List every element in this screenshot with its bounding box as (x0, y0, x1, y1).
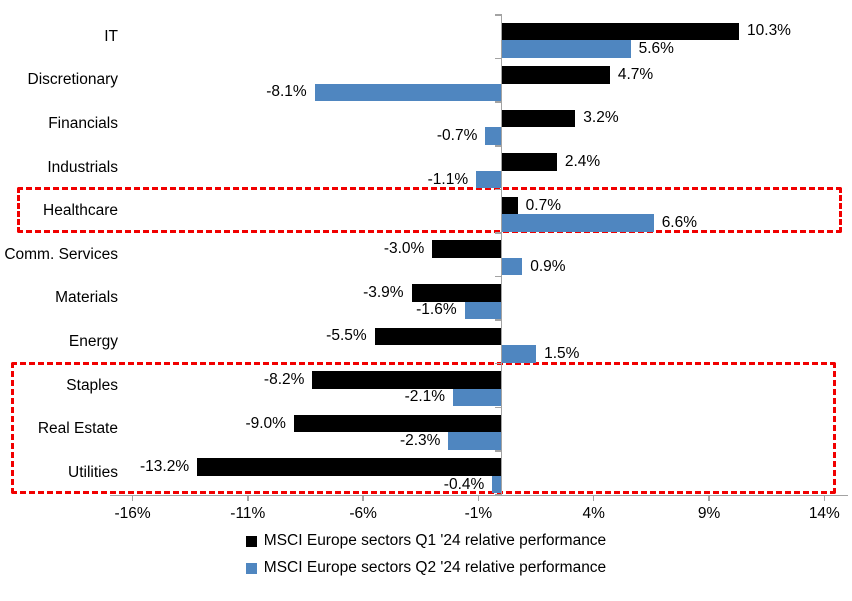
y-axis-tick (494, 319, 502, 321)
x-axis-tick-label: 14% (808, 504, 840, 522)
value-label-q1-real-estate: -9.0% (245, 414, 286, 432)
category-label-utilities: Utilities (68, 463, 118, 481)
value-label-q2-industrials: -1.1% (427, 170, 469, 188)
value-label-q2-financials: -0.7% (436, 126, 478, 144)
value-label-q2-materials: -1.6% (416, 301, 457, 319)
y-axis-line (500, 15, 503, 495)
bar-q1-real-estate (293, 414, 502, 433)
y-axis-tick (494, 275, 502, 278)
bar-q2-utilities (492, 475, 502, 494)
category-label-materials: Materials (55, 289, 118, 307)
category-label-healthcare: Healthcare (43, 202, 118, 220)
x-axis-tick (592, 494, 595, 501)
bar-q1-materials (411, 284, 502, 302)
x-axis-tick (477, 494, 480, 501)
bar-q2-energy (501, 345, 537, 363)
x-axis-tick (131, 494, 134, 501)
legend-swatch-q1-icon (245, 535, 257, 547)
value-label-q1-materials: -3.9% (363, 283, 404, 301)
value-label-q1-staples: -8.2% (263, 370, 305, 388)
legend-label-q1: MSCI Europe sectors Q1 '24 relative perf… (263, 532, 607, 549)
x-axis-tick-label: -11% (230, 504, 266, 522)
y-axis-tick (494, 232, 502, 234)
x-axis-tick (708, 494, 710, 501)
bar-q2-industrials (476, 170, 502, 189)
x-axis-tick-label: -6% (349, 504, 377, 522)
value-label-q1-comm-services: -3.0% (383, 240, 425, 258)
value-label-q1-financials: 3.2% (583, 109, 619, 127)
x-axis-tick-label: -1% (464, 504, 493, 522)
bar-q2-materials (464, 301, 502, 320)
x-axis-tick (362, 494, 364, 501)
value-label-q2-healthcare: 6.6% (661, 214, 698, 232)
x-axis-tick (247, 494, 249, 501)
category-label-real-estate: Real Estate (37, 420, 118, 438)
legend-swatch-q2-icon (245, 562, 257, 574)
category-label-staples: Staples (66, 376, 118, 394)
x-axis-tick-label: 4% (582, 504, 605, 522)
legend: MSCI Europe sectors Q1 '24 relative perf… (0, 531, 852, 578)
y-axis-tick (494, 14, 502, 16)
legend-label-q2: MSCI Europe sectors Q2 '24 relative perf… (263, 559, 607, 576)
legend-item-q1: MSCI Europe sectors Q1 '24 relative perf… (245, 531, 607, 551)
category-label-energy: Energy (68, 332, 118, 350)
x-axis-tick (823, 494, 826, 501)
bar-q2-comm-services (501, 257, 523, 276)
bar-q1-industrials (501, 153, 557, 171)
value-label-q2-discretionary: -8.1% (266, 83, 307, 101)
x-axis-tick-label: -16% (114, 504, 151, 522)
bar-q1-financials (501, 109, 576, 128)
bar-q2-healthcare (501, 214, 654, 232)
y-axis-tick (494, 101, 502, 103)
y-axis-tick (494, 406, 502, 409)
value-label-q2-it: 5.6% (638, 39, 674, 57)
category-label-financials: Financials (48, 114, 118, 132)
value-label-q1-energy: -5.5% (326, 327, 367, 345)
y-axis-tick (494, 145, 502, 147)
value-label-q1-utilities: -13.2% (139, 458, 190, 476)
value-label-q2-real-estate: -2.3% (399, 432, 441, 450)
bar-q1-it (501, 22, 740, 40)
bar-q1-energy (374, 327, 502, 346)
bar-q1-discretionary (501, 66, 610, 84)
bar-q2-real-estate (448, 432, 502, 450)
value-label-q1-healthcare: 0.7% (525, 196, 561, 214)
bar-q2-it (501, 40, 631, 58)
highlight-dashed-box-staples-real-estate-utilities (11, 361, 836, 495)
y-axis-tick (494, 450, 502, 452)
category-label-industrials: Industrials (47, 158, 118, 176)
bar-q2-financials (485, 127, 502, 145)
y-axis-tick (494, 57, 502, 60)
value-label-q2-comm-services: 0.9% (530, 257, 566, 275)
x-axis-tick-label: 9% (697, 504, 721, 522)
bar-q1-staples (312, 371, 502, 389)
value-label-q1-industrials: 2.4% (564, 153, 601, 171)
highlight-dashed-box-healthcare (17, 187, 842, 233)
value-label-q2-energy: 1.5% (544, 344, 580, 362)
legend-item-q2: MSCI Europe sectors Q2 '24 relative perf… (245, 558, 607, 578)
bar-q1-utilities (197, 458, 502, 476)
category-label-it: IT (104, 27, 118, 45)
bar-q1-comm-services (432, 240, 502, 258)
category-label-comm-services: Comm. Services (4, 245, 118, 263)
value-label-q1-discretionary: 4.7% (617, 65, 654, 83)
category-label-discretionary: Discretionary (27, 71, 118, 89)
bar-q2-discretionary (314, 83, 502, 102)
y-axis-tick (494, 362, 502, 365)
value-label-q2-staples: -2.1% (404, 388, 446, 406)
bar-q2-staples (453, 388, 502, 407)
value-label-q2-utilities: -0.4% (443, 475, 485, 493)
y-axis-tick (494, 188, 502, 191)
bar-q1-healthcare (501, 196, 518, 215)
value-label-q1-it: 10.3% (747, 22, 791, 40)
